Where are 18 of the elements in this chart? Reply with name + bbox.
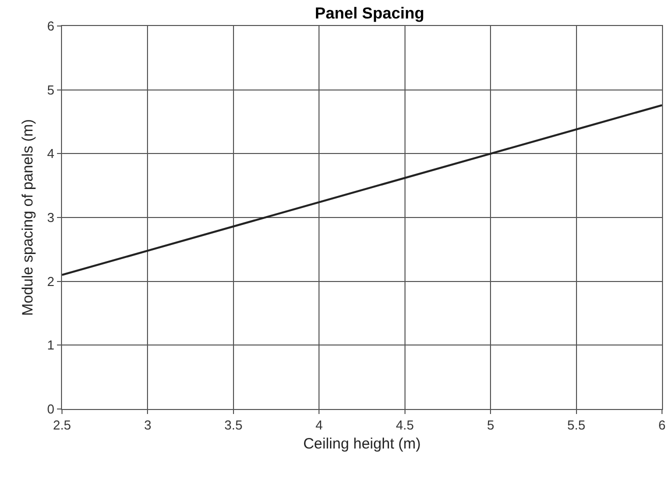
chart-title: Panel Spacing (314, 5, 424, 22)
y-tick-label: 3 (47, 210, 54, 226)
y-tick-label: 6 (47, 18, 54, 34)
x-tick-label: 2.5 (52, 418, 72, 433)
y-tick-label: 4 (47, 146, 54, 162)
y-tick-label: 0 (47, 402, 54, 417)
x-tick-label: 4 (316, 418, 323, 433)
y-tick-label: 1 (47, 338, 54, 353)
x-tick-label: 3 (144, 418, 152, 433)
x-tick-label: 6 (658, 418, 666, 433)
x-tick-label: 3.5 (224, 418, 242, 433)
y-axis-title: Module spacing of panels (m) (19, 119, 36, 316)
x-axis-title: Ceiling height (m) (303, 436, 421, 453)
x-tick-label: 5.5 (567, 418, 586, 433)
y-tick-label: 2 (47, 274, 54, 289)
x-tick-label: 4.5 (396, 418, 414, 433)
y-tick-label: 5 (47, 82, 54, 98)
x-tick-label: 5 (486, 418, 494, 433)
